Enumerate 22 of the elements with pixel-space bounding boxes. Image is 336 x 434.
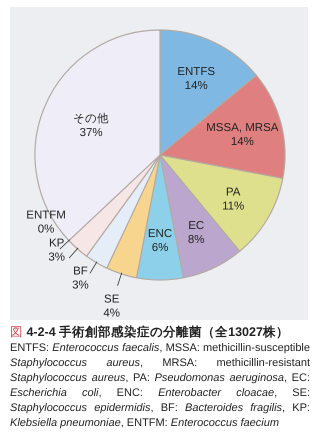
data-label: 3%: [48, 252, 65, 264]
data-label: 14%: [230, 136, 254, 148]
slice-label: その他: [73, 112, 110, 126]
slice-label: MSSA, MRSA: [206, 122, 279, 134]
slice-label: SE: [104, 294, 120, 306]
category-label: ENTFM: [26, 210, 66, 222]
slice-label: KP: [49, 238, 65, 250]
slice-label: EC: [188, 220, 204, 232]
data-label: 11%: [222, 200, 244, 212]
slice-label: ENTFS: [177, 66, 216, 78]
data-label: 6%: [152, 242, 168, 254]
data-label: 4%: [103, 308, 120, 320]
text: 0%: [38, 224, 54, 236]
text: 図 4-2-4 手術創部感染症の分離菌（全13027株）: [10, 324, 290, 341]
data-label: 3%: [72, 280, 89, 292]
data-label: 37%: [80, 127, 103, 140]
slice-label: PA: [226, 186, 241, 198]
slice-label: ENC: [148, 228, 172, 240]
slice-label: BF: [73, 266, 88, 278]
data-label: 8%: [188, 234, 205, 246]
text: ENTFS: Enterococcus faecalis, MSSA: methicillin-susceptible Staphylococcus aureus, MRSA: methicillin-resistant Staphylococcus aureus, PA: Pseudomonas aeruginosa, EC: Escherichia coli, ENC: Enterobacter cloacae, SE: Staphylococcus epidermidis, BF: Bacteroides fragilis, KP: Klebsiella pneumoniae, ENTFM: Enterococcus faecium: [10, 342, 310, 429]
data-label: 14%: [184, 80, 208, 92]
